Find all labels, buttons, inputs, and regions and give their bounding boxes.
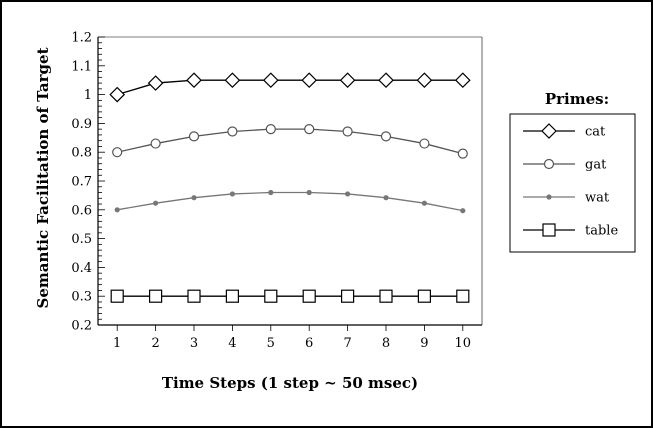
data-point-gat <box>227 126 238 137</box>
legend-marker-gat <box>543 158 555 170</box>
data-point-gat <box>342 126 353 137</box>
x-tick-label: 2 <box>151 336 159 351</box>
x-tick-label: 8 <box>382 336 390 351</box>
data-point-cat <box>416 72 433 89</box>
data-point-gat <box>112 147 123 158</box>
data-point-gat <box>265 124 276 135</box>
data-point-wat <box>460 208 466 214</box>
data-point-table <box>187 289 201 303</box>
y-tick-label: 0.7 <box>71 175 92 190</box>
data-point-wat <box>383 195 389 201</box>
series-line-cat <box>117 79 463 96</box>
data-point-gat <box>150 138 161 149</box>
legend-title: Primes: <box>545 90 609 108</box>
data-point-gat <box>457 148 468 159</box>
legend-label-table: table <box>585 224 618 239</box>
x-tick-label: 6 <box>305 336 313 351</box>
x-axis-title: Time Steps (1 step ~ 50 msec) <box>162 374 418 392</box>
y-tick-label: 1 <box>84 88 92 103</box>
y-axis-title: Semantic Facilitation of Target <box>34 47 52 308</box>
data-point-cat <box>301 72 318 89</box>
legend-marker-cat <box>541 123 557 139</box>
legend-box <box>509 113 636 253</box>
x-tick-label: 7 <box>343 336 351 351</box>
data-point-gat <box>188 131 200 142</box>
data-point-wat <box>191 195 197 201</box>
data-point-wat <box>114 207 120 213</box>
data-point-table <box>264 289 278 303</box>
x-tick-label: 10 <box>455 336 472 351</box>
x-tick-label: 9 <box>420 336 428 351</box>
series-line-wat <box>117 191 463 212</box>
data-point-cat <box>378 72 394 89</box>
y-tick-label: 0.5 <box>71 232 92 247</box>
y-tick-label: 1.1 <box>71 59 92 74</box>
data-point-wat <box>229 191 235 197</box>
y-tick-label: 0.3 <box>71 290 92 305</box>
y-tick-label: 0.2 <box>71 319 92 334</box>
data-point-table <box>110 289 124 303</box>
data-point-cat <box>147 75 164 91</box>
data-point-wat <box>421 200 427 206</box>
data-point-cat <box>339 72 356 89</box>
data-point-wat <box>345 191 351 197</box>
legend-label-gat: gat <box>585 158 607 173</box>
series-line-gat <box>117 128 463 155</box>
data-point-table <box>379 289 393 303</box>
data-point-gat <box>380 131 392 142</box>
x-tick-label: 4 <box>228 336 236 351</box>
data-point-cat <box>454 72 471 89</box>
data-point-wat <box>306 189 312 196</box>
x-tick-label: 3 <box>190 336 198 351</box>
y-tick-label: 0.6 <box>71 203 92 218</box>
data-point-table <box>341 289 355 303</box>
data-point-cat <box>224 72 241 89</box>
data-point-table <box>456 289 470 303</box>
data-point-cat <box>109 86 126 103</box>
y-tick-label: 1.2 <box>71 31 92 46</box>
data-point-gat <box>304 124 315 135</box>
data-point-table <box>302 289 316 303</box>
data-point-table <box>149 289 163 303</box>
x-tick-label: 1 <box>113 336 121 351</box>
y-tick-label: 0.4 <box>71 261 92 276</box>
data-point-cat <box>186 72 202 89</box>
data-point-wat <box>153 200 159 206</box>
y-tick-label: 0.8 <box>71 146 92 161</box>
data-point-cat <box>262 72 279 89</box>
data-point-wat <box>268 189 274 196</box>
y-tick-label: 0.9 <box>71 117 92 132</box>
legend-label-wat: wat <box>585 191 610 206</box>
x-tick-label: 5 <box>267 336 275 351</box>
legend-label-cat: cat <box>585 125 606 140</box>
data-point-table <box>225 289 239 303</box>
legend-marker-wat <box>546 194 552 200</box>
legend-marker-table <box>542 223 556 237</box>
data-point-gat <box>419 138 430 149</box>
data-point-table <box>417 289 431 303</box>
